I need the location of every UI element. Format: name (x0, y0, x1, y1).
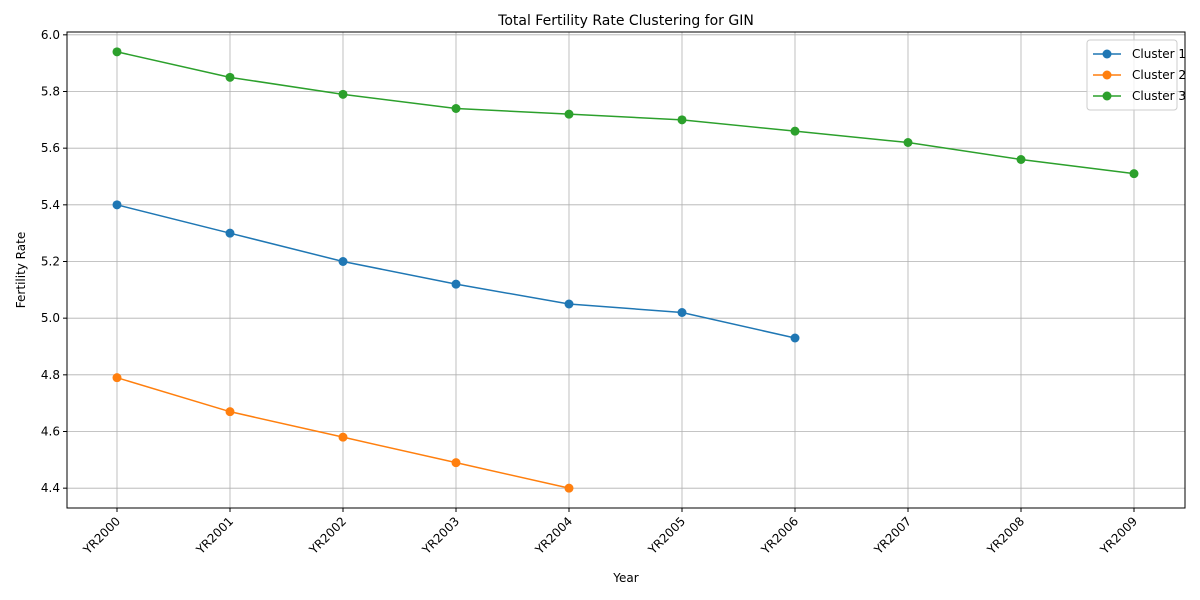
plot-area-frame (66, 31, 1186, 509)
data-point-cluster-1 (564, 299, 574, 309)
x-tick-label: YR2002 (306, 514, 349, 557)
y-tick-label: 5.2 (41, 255, 60, 269)
data-point-cluster-1 (790, 333, 800, 343)
data-point-cluster-1 (451, 279, 461, 289)
legend-marker-cluster-2 (1102, 70, 1112, 80)
data-point-cluster-3 (790, 126, 800, 136)
y-tick-label: 6.0 (41, 28, 60, 42)
y-tick-label: 4.8 (41, 368, 60, 382)
data-point-cluster-2 (225, 407, 235, 417)
grid-lines (67, 32, 1185, 508)
legend-entry-cluster-2: Cluster 2 (1093, 68, 1186, 82)
data-point-cluster-2 (338, 432, 348, 442)
legend-entry-cluster-3: Cluster 3 (1093, 89, 1186, 103)
legend-label-cluster-2: Cluster 2 (1132, 68, 1186, 82)
data-point-cluster-3 (112, 47, 122, 57)
data-point-cluster-2 (564, 483, 574, 493)
data-point-cluster-3 (338, 89, 348, 99)
data-point-cluster-1 (225, 228, 235, 238)
x-tick-label: YR2000 (80, 514, 123, 557)
data-point-cluster-3 (1016, 155, 1026, 164)
x-tick-label: YR2006 (758, 514, 801, 557)
series-lines (112, 47, 1139, 493)
chart-title: Total Fertility Rate Clustering for GIN (497, 13, 754, 29)
legend: Cluster 1 Cluster 2 Cluster 3 (1086, 39, 1186, 111)
y-tick-label: 4.6 (41, 425, 60, 439)
y-tick-label: 5.6 (41, 141, 60, 155)
y-axis-label: Fertility Rate (14, 232, 28, 308)
x-tick-label: YR2004 (532, 514, 575, 557)
data-point-cluster-3 (1129, 169, 1139, 179)
x-tick-label: YR2003 (419, 514, 462, 557)
x-axis-label: Year (612, 571, 638, 585)
data-point-cluster-1 (677, 308, 687, 317)
x-tick-label: YR2005 (645, 514, 688, 557)
legend-label-cluster-3: Cluster 3 (1132, 89, 1186, 103)
data-point-cluster-3 (225, 72, 235, 82)
y-tick-label: 5.8 (41, 85, 60, 99)
y-tick-label: 5.4 (41, 198, 60, 212)
data-point-cluster-2 (112, 373, 122, 383)
x-tick-label: YR2007 (871, 514, 914, 557)
legend-marker-cluster-1 (1102, 49, 1112, 59)
data-point-cluster-3 (451, 104, 461, 113)
data-point-cluster-1 (338, 257, 348, 266)
data-point-cluster-3 (903, 138, 913, 147)
data-point-cluster-1 (112, 200, 122, 210)
y-tick-label: 5.0 (41, 311, 60, 325)
x-tick-label: YR2009 (1097, 514, 1140, 557)
legend-label-cluster-1: Cluster 1 (1132, 47, 1186, 61)
x-tick-label: YR2001 (193, 514, 236, 557)
data-point-cluster-2 (451, 458, 461, 468)
data-point-cluster-3 (677, 115, 687, 125)
data-point-cluster-3 (564, 109, 574, 119)
legend-entry-cluster-1: Cluster 1 (1093, 47, 1186, 61)
series-line-cluster-3 (116, 51, 1135, 175)
legend-marker-cluster-3 (1102, 91, 1112, 101)
x-tick-label: YR2008 (984, 514, 1027, 557)
y-tick-label: 4.4 (41, 481, 60, 495)
axis-ticks: YR2000 YR2001 YR2002 YR2003 YR2004 YR2005 YR20… (41, 28, 1140, 558)
